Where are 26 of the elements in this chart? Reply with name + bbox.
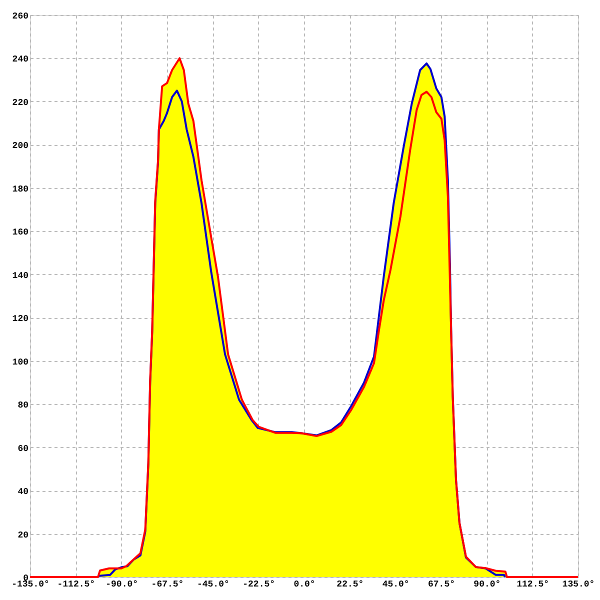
y-tick-label: 100 [12,357,28,368]
x-tick-label: 67.5° [428,580,456,590]
y-tick-label: 200 [12,141,28,152]
y-tick-label: 160 [12,228,28,238]
y-tick-label: 240 [12,54,28,65]
y-tick-label: 60 [18,444,28,454]
x-tick-label: 0.0° [294,580,316,590]
y-tick-label: 220 [12,98,28,108]
x-tick-label: -45.0° [196,580,230,590]
x-tick-label: 135.0° [562,580,595,590]
y-tick-label: 120 [12,314,28,324]
x-tick-label: -22.5° [242,580,276,590]
x-tick-label: -112.5° [57,580,96,590]
x-tick-label: -90.0° [106,580,138,590]
x-tick-label: 22.5° [336,580,364,590]
y-tick-label: 260 [12,12,28,22]
y-tick-label: 140 [12,270,28,281]
y-tick-label: 80 [18,400,28,411]
y-tick-label: 180 [12,184,28,194]
x-tick-label: 112.5° [516,580,550,590]
x-tick-label: 45.0° [382,580,410,590]
y-tick-label: 40 [18,487,28,498]
y-tick-label: 20 [18,530,28,540]
x-tick-label: -67.5° [151,580,184,590]
x-tick-label: -135.0° [12,580,50,590]
x-tick-label: 90.0° [474,580,501,590]
